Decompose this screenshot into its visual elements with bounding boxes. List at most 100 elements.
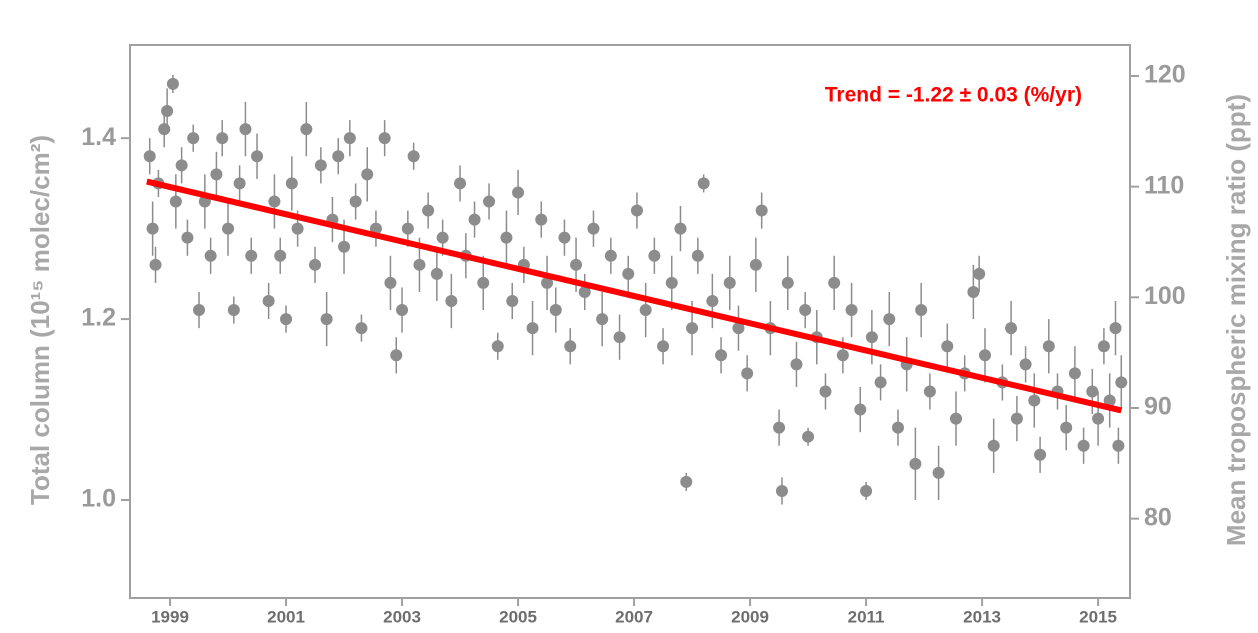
data-point — [799, 304, 812, 317]
data-point — [355, 322, 368, 335]
data-point — [384, 276, 397, 289]
data-point — [865, 331, 878, 344]
data-point — [755, 204, 768, 217]
data-point — [541, 276, 554, 289]
data-point — [949, 412, 962, 425]
data-point — [1028, 394, 1041, 407]
data-point — [500, 231, 513, 244]
data-point — [923, 385, 936, 398]
data-point — [828, 276, 841, 289]
data-point — [715, 349, 728, 362]
data-point — [1092, 412, 1105, 425]
data-point — [181, 231, 194, 244]
data-point — [741, 367, 754, 380]
data-point — [291, 222, 304, 235]
data-point — [630, 204, 643, 217]
data-point — [749, 258, 762, 271]
data-point — [570, 258, 583, 271]
data-point — [819, 385, 832, 398]
data-point — [378, 132, 391, 145]
data-point — [558, 231, 571, 244]
data-point — [732, 322, 745, 335]
data-point — [1042, 340, 1055, 353]
data-point — [285, 177, 298, 190]
data-point — [860, 484, 873, 497]
data-point — [648, 249, 661, 262]
y2-axis-title: Mean tropospheric mixing ratio (ppt) — [1221, 94, 1251, 546]
data-point — [268, 195, 281, 208]
data-point — [781, 276, 794, 289]
data-point — [564, 340, 577, 353]
data-point — [309, 258, 322, 271]
data-point — [251, 150, 264, 163]
data-point — [723, 276, 736, 289]
data-point — [1019, 358, 1032, 371]
y2-tick-label: 100 — [1144, 282, 1186, 310]
data-point — [1115, 376, 1128, 389]
data-point — [430, 267, 443, 280]
data-point — [262, 295, 275, 308]
data-point — [932, 466, 945, 479]
y-tick-label: 1.4 — [81, 123, 116, 151]
data-point — [227, 304, 240, 317]
data-point — [506, 295, 519, 308]
data-point — [407, 150, 420, 163]
data-point — [413, 258, 426, 271]
data-point — [332, 150, 345, 163]
data-point — [320, 313, 333, 326]
data-point — [1005, 322, 1018, 335]
data-point — [1010, 412, 1023, 425]
x-tick-label: 2003 — [383, 607, 421, 626]
data-point — [941, 340, 954, 353]
data-point — [166, 77, 179, 90]
data-point — [604, 249, 617, 262]
data-point — [274, 249, 287, 262]
data-point — [706, 295, 719, 308]
data-point — [143, 150, 156, 163]
data-point — [216, 132, 229, 145]
data-point — [222, 222, 235, 235]
y2-tick-label: 120 — [1144, 61, 1186, 89]
data-point — [915, 304, 928, 317]
data-point — [512, 186, 525, 199]
data-point — [691, 249, 704, 262]
data-point — [836, 349, 849, 362]
y2-tick-label: 110 — [1144, 171, 1184, 199]
data-point — [233, 177, 246, 190]
data-point — [1086, 385, 1099, 398]
y2-tick-label: 80 — [1144, 503, 1172, 531]
data-point — [874, 376, 887, 389]
y2-tick-label: 90 — [1144, 393, 1172, 421]
data-point — [1097, 340, 1110, 353]
y-tick-label: 1.0 — [81, 485, 116, 513]
trend-annotation: Trend = -1.22 ± 0.03 (%/yr) — [825, 84, 1082, 107]
data-point — [909, 457, 922, 470]
data-point — [773, 421, 786, 434]
data-point — [978, 349, 991, 362]
data-point — [343, 132, 356, 145]
y-axis-title: Total column (10¹⁵ molec/cm²) — [25, 135, 55, 505]
data-point — [883, 313, 896, 326]
data-point — [300, 123, 313, 136]
data-point — [158, 123, 171, 136]
data-point — [210, 168, 223, 181]
data-point — [1077, 439, 1090, 452]
data-point — [349, 195, 362, 208]
data-point — [854, 403, 867, 416]
x-tick-label: 2001 — [267, 607, 305, 626]
data-point — [436, 231, 449, 244]
data-point — [483, 195, 496, 208]
data-point — [239, 123, 252, 136]
data-point — [622, 267, 635, 280]
data-point — [361, 168, 374, 181]
data-point — [973, 267, 986, 280]
data-point — [445, 295, 458, 308]
x-tick-label: 2011 — [848, 607, 885, 626]
x-tick-label: 2015 — [1079, 607, 1117, 626]
data-point — [454, 177, 467, 190]
data-point — [477, 276, 490, 289]
data-point — [390, 349, 403, 362]
data-point — [491, 340, 504, 353]
data-point — [146, 222, 159, 235]
